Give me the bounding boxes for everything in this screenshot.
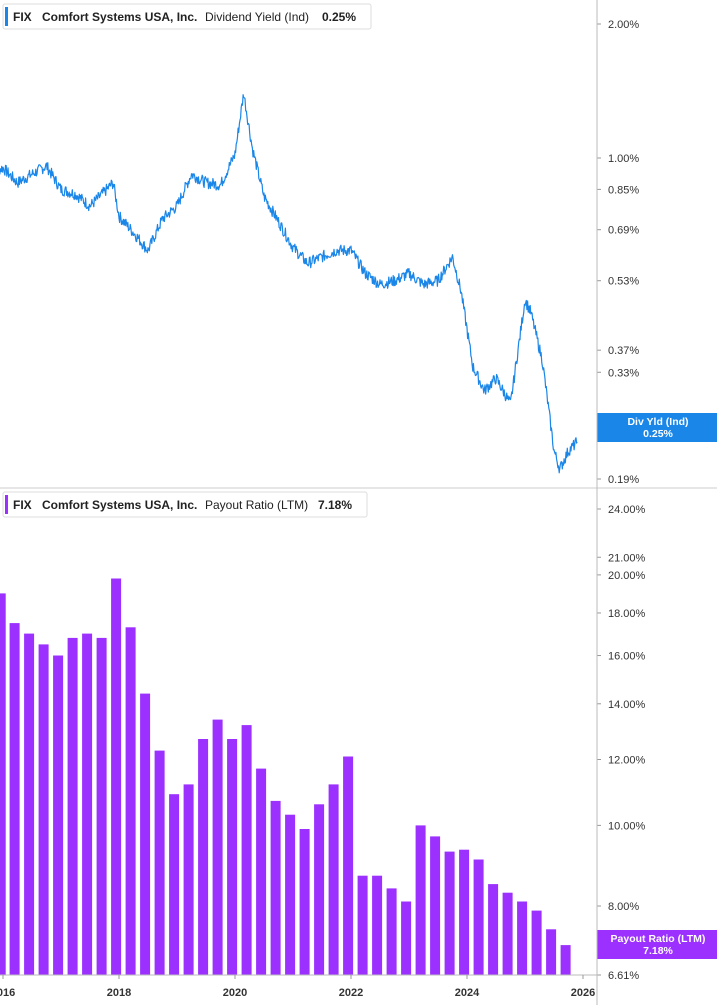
bar — [415, 825, 426, 975]
bar — [183, 784, 194, 975]
div-yld-badge-label: Div Yld (Ind) — [627, 416, 688, 428]
y-tick-label: 1.00% — [608, 153, 639, 165]
bar — [517, 901, 528, 975]
bar — [198, 739, 209, 975]
bar — [357, 875, 368, 975]
bar — [154, 750, 165, 975]
bar — [125, 627, 136, 975]
y-tick-label: 16.00% — [608, 651, 646, 663]
y-tick-label: 6.61% — [608, 970, 639, 982]
legend-metric: Payout Ratio (LTM) — [205, 498, 308, 512]
bar — [531, 910, 542, 975]
x-tick-label: 2018 — [107, 987, 131, 999]
y-tick-label: 14.00% — [608, 699, 646, 711]
dividend-yield-legend: FIX Comfort Systems USA, Inc. Dividend Y… — [2, 3, 372, 30]
legend-company: Comfort Systems USA, Inc. — [42, 10, 197, 24]
payout-ratio-badge-value: 7.18% — [643, 945, 673, 957]
div-yld-badge-value: 0.25% — [643, 428, 673, 440]
y-tick-label: 0.69% — [608, 225, 639, 237]
x-axis: 2016 2018 2020 2022 2024 2026 — [0, 974, 597, 999]
bar — [328, 784, 339, 975]
bar — [67, 637, 78, 975]
y-tick-label: 18.00% — [608, 608, 646, 620]
payout-ratio-badge: Payout Ratio (LTM) 7.18% — [597, 930, 717, 959]
div-yld-badge-bg — [597, 413, 717, 442]
top-axis-ticks: 2.00% 1.00% 0.85% 0.69% 0.53% 0.37% 0.33% 0.19% — [597, 19, 639, 486]
y-tick-label: 0.19% — [608, 474, 639, 486]
bar — [270, 800, 281, 975]
bar — [9, 623, 20, 975]
x-tick-label: 2020 — [223, 987, 247, 999]
payout-ratio-panel: 24.00% 21.00% 20.00% 18.00% 16.00% 14.00% 12.0… — [0, 491, 717, 999]
payout-ratio-badge-bg — [597, 930, 717, 959]
bar — [473, 859, 484, 975]
y-tick-label: 0.33% — [608, 367, 639, 379]
y-tick-label: 20.00% — [608, 570, 646, 582]
x-tick-label: 2016 — [0, 987, 15, 999]
bar — [444, 851, 455, 975]
y-tick-label: 24.00% — [608, 504, 646, 516]
bar — [285, 814, 296, 975]
legend-ticker: FIX — [13, 10, 32, 24]
bar — [96, 637, 107, 975]
bar — [314, 804, 325, 975]
bar — [53, 655, 64, 975]
bar — [24, 633, 35, 975]
bar — [430, 836, 441, 975]
x-tick-label: 2024 — [455, 987, 480, 999]
legend-box — [2, 491, 368, 518]
bar — [560, 945, 571, 975]
x-tick-label: 2022 — [339, 987, 363, 999]
x-tick-label: 2026 — [571, 987, 595, 999]
bar — [459, 849, 470, 975]
bar — [546, 929, 557, 975]
legend-box — [2, 3, 372, 30]
bar — [82, 633, 93, 975]
bar — [111, 578, 122, 975]
bar — [372, 875, 383, 975]
legend-color-swatch — [5, 495, 8, 514]
bar — [401, 901, 412, 975]
bar — [38, 644, 49, 975]
bar — [169, 794, 180, 975]
payout-ratio-bars — [0, 578, 571, 975]
legend-color-swatch — [5, 7, 8, 26]
y-tick-label: 0.37% — [608, 345, 639, 357]
legend-company: Comfort Systems USA, Inc. — [42, 498, 197, 512]
bar — [343, 756, 354, 975]
y-tick-label: 10.00% — [608, 820, 646, 832]
bar — [256, 768, 267, 975]
bar — [212, 719, 223, 975]
payout-ratio-badge-label: Payout Ratio (LTM) — [611, 933, 706, 945]
dividend-yield-line — [0, 94, 578, 474]
y-tick-label: 2.00% — [608, 19, 639, 31]
bar — [241, 725, 252, 975]
bottom-axis-ticks: 24.00% 21.00% 20.00% 18.00% 16.00% 14.00% 12.0… — [597, 504, 646, 982]
bar — [299, 829, 310, 975]
y-tick-label: 8.00% — [608, 901, 639, 913]
div-yld-badge: Div Yld (Ind) 0.25% — [597, 413, 717, 442]
y-tick-label: 12.00% — [608, 754, 646, 766]
bar — [227, 739, 238, 975]
legend-ticker: FIX — [13, 498, 32, 512]
bar — [488, 884, 499, 975]
legend-value: 7.18% — [318, 498, 352, 512]
legend-metric: Dividend Yield (Ind) — [205, 10, 309, 24]
y-tick-label: 21.00% — [608, 552, 646, 564]
bar — [140, 693, 151, 975]
payout-ratio-legend: FIX Comfort Systems USA, Inc. Payout Rat… — [2, 491, 368, 518]
dividend-yield-panel: 2.00% 1.00% 0.85% 0.69% 0.53% 0.37% 0.33% 0.19%… — [0, 3, 717, 486]
y-tick-label: 0.85% — [608, 184, 639, 196]
legend-value: 0.25% — [322, 10, 356, 24]
bar — [502, 892, 513, 975]
bar — [386, 888, 397, 975]
y-tick-label: 0.53% — [608, 276, 639, 288]
bar — [0, 593, 6, 975]
